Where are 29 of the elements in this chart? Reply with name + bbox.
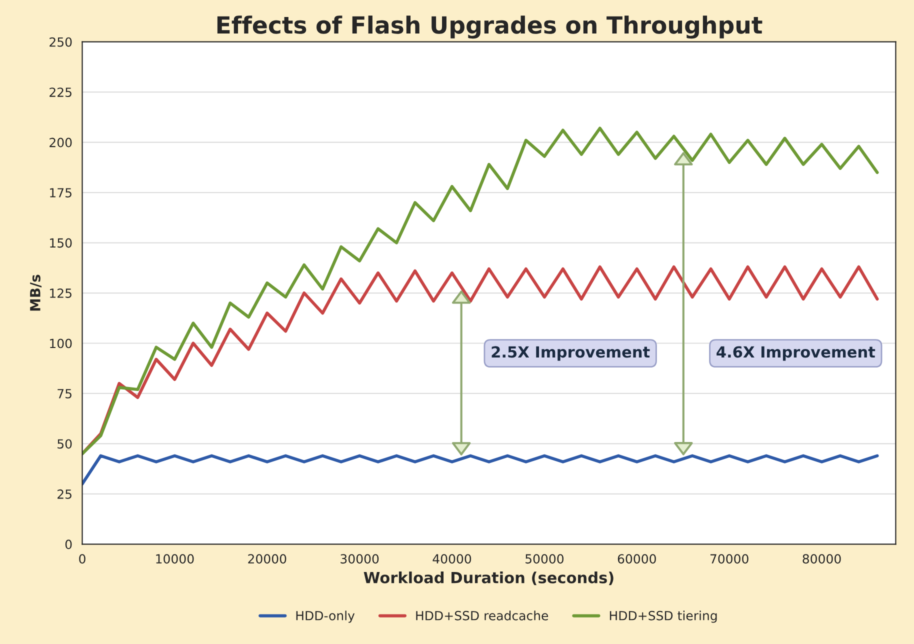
y-tick-label: 100 — [50, 338, 72, 348]
y-tick-label: 0 — [65, 540, 72, 550]
annotation: 4.6X Improvement — [716, 346, 876, 361]
y-tick-label: 150 — [50, 238, 72, 248]
y-tick-label: 125 — [50, 288, 72, 298]
x-tick-label: 10000 — [156, 554, 194, 564]
x-tick-label: 20000 — [248, 554, 286, 564]
y-tick-label: 75 — [58, 389, 72, 398]
line-series — [82, 126, 879, 456]
legend-label: HDD+SSD tiering — [610, 610, 717, 623]
x-tick-label: 30000 — [340, 554, 379, 564]
x-tick-label: 60000 — [618, 554, 656, 564]
x-tick-label: 40000 — [432, 554, 472, 564]
y-tick-label: 50 — [58, 439, 72, 449]
chart-title: Effects of Flash Upgrades on Throughput — [217, 16, 762, 39]
legend-label: HDD-only — [296, 610, 355, 623]
x-tick-label: 0 — [79, 554, 86, 564]
y-tick-label: 225 — [50, 88, 72, 98]
y-tick-label: 250 — [50, 37, 72, 47]
x-axis-title: Workload Duration (seconds) — [364, 572, 614, 586]
x-tick-label: 80000 — [802, 554, 841, 564]
y-tick-label: 175 — [50, 188, 72, 198]
legend-label: HDD+SSD readcache — [416, 610, 548, 620]
x-tick-label: 70000 — [710, 554, 748, 564]
y-tick-label: 25 — [58, 489, 72, 499]
y-axis-title: MB/s — [30, 274, 42, 311]
x-tick-label: 50000 — [526, 554, 564, 564]
annotation: 2.5X Improvement — [492, 346, 650, 361]
y-tick-label: 200 — [50, 138, 72, 148]
